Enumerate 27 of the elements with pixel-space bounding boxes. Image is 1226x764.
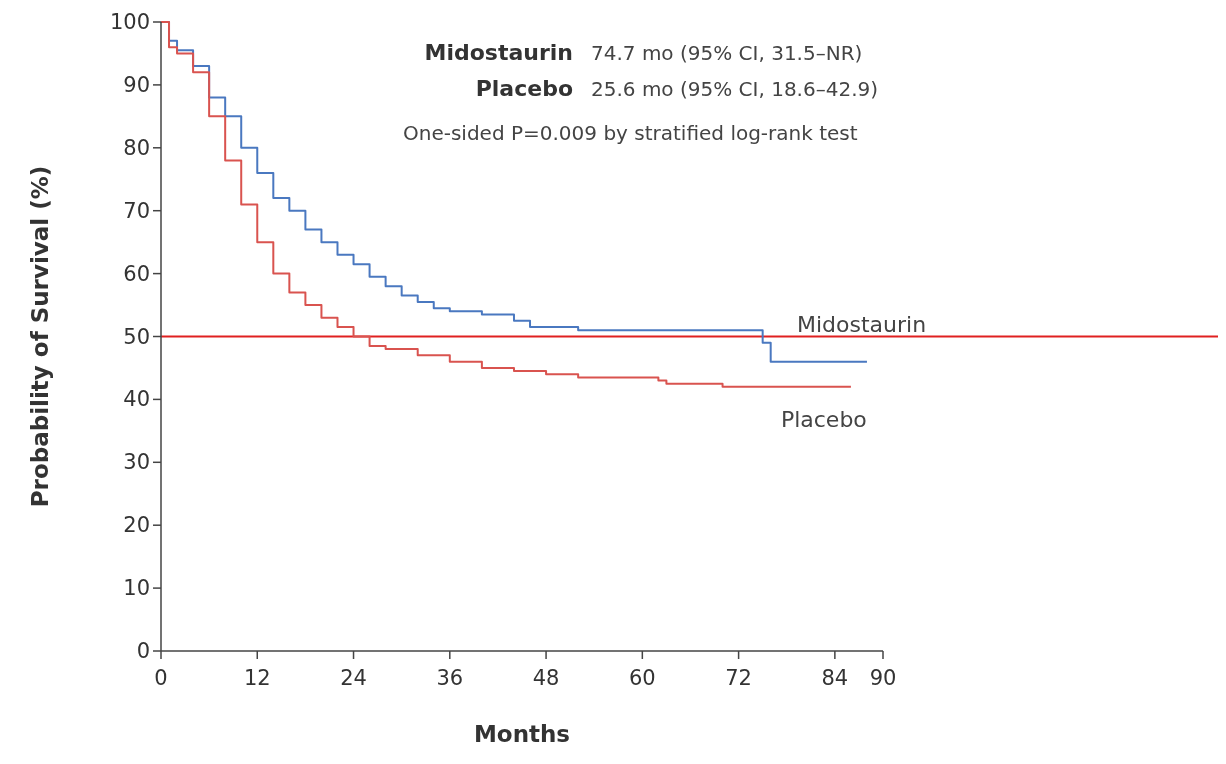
y-tick-label: 10 xyxy=(123,576,150,601)
x-tick-label: 12 xyxy=(243,666,271,690)
y-tick-label: 20 xyxy=(123,513,150,538)
annotation: Midostaurin 74.7 mo (95% CI, 31.5–NR) xyxy=(424,40,863,65)
y-tick-label: 60 xyxy=(123,261,150,286)
annotation: One-sided P=0.009 by stratified log-rank test xyxy=(403,121,858,145)
x-tick-label: 72 xyxy=(725,666,752,690)
x-axis-title: Months xyxy=(473,721,571,747)
y-tick-label: 90 xyxy=(123,72,150,97)
annotation: Placebo 25.6 mo (95% CI, 18.6–42.9) xyxy=(475,76,879,101)
y-tick-label: 30 xyxy=(123,450,150,475)
y-tick-label: 80 xyxy=(123,135,150,160)
x-tick-label: 24 xyxy=(340,666,367,690)
series-label: Midostaurin xyxy=(796,311,927,337)
y-tick-label: 40 xyxy=(123,387,150,412)
x-tick-label: 84 xyxy=(821,666,849,690)
y-tick-label: 70 xyxy=(123,198,150,223)
y-tick-label: 50 xyxy=(123,324,150,349)
x-tick-label: 60 xyxy=(628,666,656,690)
x-tick-label: 90 xyxy=(869,666,897,690)
y-axis-title: Probability of Survival (%) xyxy=(27,165,53,508)
series-label: Placebo xyxy=(780,406,867,432)
y-tick-label: 0 xyxy=(136,639,150,663)
y-tick-label: 100 xyxy=(109,10,150,34)
x-tick-label: 0 xyxy=(154,666,168,690)
x-tick-label: 48 xyxy=(532,666,560,690)
x-tick-label: 36 xyxy=(436,666,464,690)
